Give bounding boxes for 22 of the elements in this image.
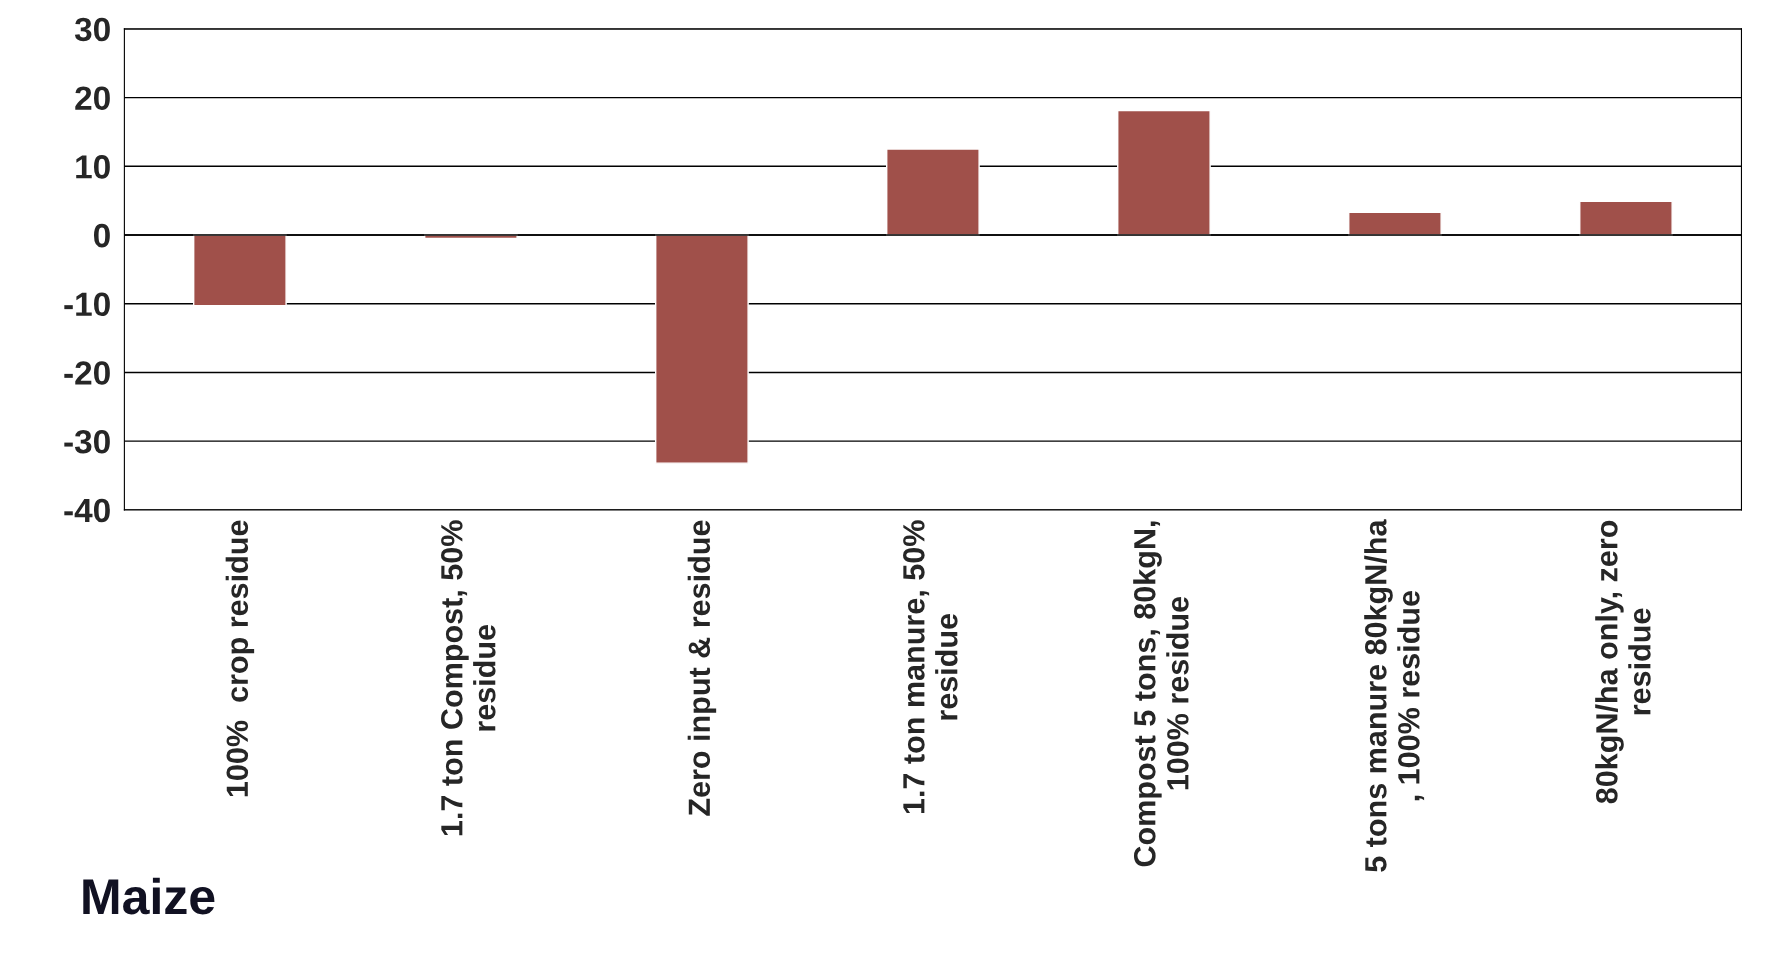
- y-tick-label: -10: [64, 292, 110, 317]
- bar: [1348, 211, 1442, 236]
- x-tick-label: 80kgN/ha only, zero residue: [1595, 520, 1651, 804]
- x-tick-label: 1.7 ton manure, 50% residue: [903, 520, 958, 814]
- y-tick-label: 30: [74, 17, 110, 42]
- bar: [192, 234, 287, 307]
- y-tick-label: -30: [64, 429, 110, 454]
- y-tick-label: 0: [93, 223, 110, 248]
- x-tick-label: 5 tons manure 80kgN/ha , 100% residue: [1364, 519, 1425, 872]
- x-tick-label: 1.7 ton Compost, 50% residue: [441, 520, 496, 836]
- x-tick-label: Zero input & residue: [687, 520, 717, 816]
- bar: [886, 148, 980, 236]
- bar: [655, 234, 749, 464]
- text: Maize: [83, 877, 215, 915]
- y-tick-label: 20: [75, 86, 110, 110]
- bar: [1117, 109, 1211, 236]
- x-tick-label: Compost 5 tons, 80kgN, 100% residue: [1133, 521, 1189, 867]
- y-tick-label: 10: [76, 155, 110, 179]
- x-tick-label: 100% crop residue: [225, 520, 255, 797]
- bar: [1579, 200, 1673, 236]
- y-tick-label: -20: [64, 361, 110, 385]
- y-tick-label: -40: [64, 498, 110, 523]
